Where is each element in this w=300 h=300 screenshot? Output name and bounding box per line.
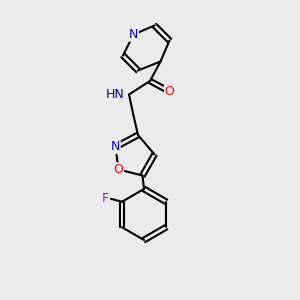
Text: N: N [111,140,120,154]
Text: O: O [165,85,174,98]
Text: O: O [114,163,123,176]
Text: F: F [102,192,109,205]
Text: HN: HN [106,88,124,101]
Text: N: N [129,28,138,41]
